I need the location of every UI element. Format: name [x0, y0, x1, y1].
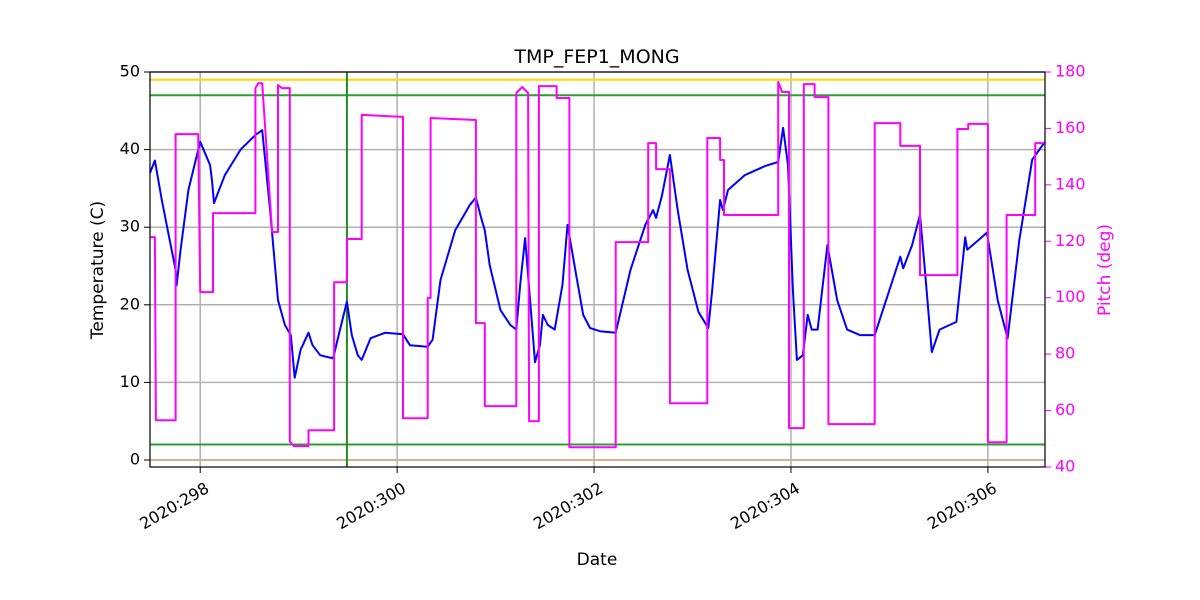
y-tick-label: 20 — [120, 294, 140, 313]
x-tick-label: 2020:304 — [727, 478, 803, 533]
y-tick-label: 30 — [120, 217, 140, 236]
x-tick-label: 2020:298 — [136, 478, 212, 533]
y2-tick-label: 140 — [1055, 174, 1086, 193]
y2-tick-label: 120 — [1055, 231, 1086, 250]
chart-title: TMP_FEP1_MONG — [513, 46, 679, 68]
y2-tick-label: 40 — [1055, 457, 1075, 476]
x-axis-label: Date — [577, 550, 618, 570]
data-line — [149, 126, 1046, 379]
x-tick-label: 2020:302 — [530, 478, 606, 533]
y2-tick-label: 180 — [1055, 62, 1086, 81]
y-tick-label: 40 — [120, 139, 140, 158]
y-tick-label: 10 — [120, 372, 140, 391]
y2-axis-label: Pitch (deg) — [1095, 224, 1115, 316]
x-tick-label: 2020:306 — [924, 478, 1000, 533]
y2-tick-label: 60 — [1055, 400, 1075, 419]
y-axis-label: Temperature (C) — [88, 201, 108, 340]
y-tick-label: 50 — [120, 62, 140, 81]
plot-frame — [149, 71, 1046, 468]
y2-tick-label: 100 — [1055, 287, 1086, 306]
y-tick-label: 0 — [130, 450, 140, 469]
y2-tick-label: 80 — [1055, 344, 1075, 363]
y2-tick-label: 160 — [1055, 118, 1086, 137]
x-tick-label: 2020:300 — [333, 478, 409, 533]
data-line — [150, 80, 1045, 449]
